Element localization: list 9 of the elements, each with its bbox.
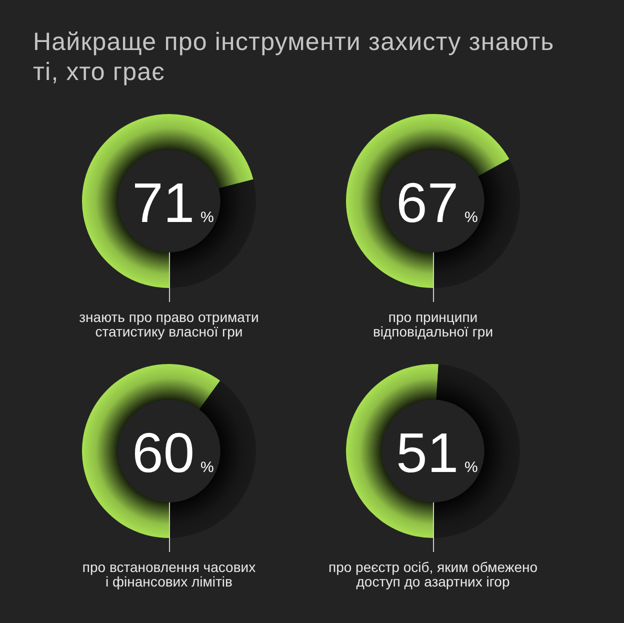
text: 51% bbox=[396, 421, 478, 484]
slice-label: про реєстр осіб, яким обмежено доступ до азартних ігор bbox=[328, 558, 538, 590]
slice-label: про встановлення часових і фінансових лімітів bbox=[82, 558, 256, 590]
text: 60% bbox=[132, 421, 214, 484]
text: 67% bbox=[396, 171, 478, 234]
slice-label: знають про право отримати статистику власної гри bbox=[79, 308, 259, 340]
chart-title: Найкраще про інструменти захисту знають ті, хто грає bbox=[33, 27, 556, 87]
text: 71% bbox=[132, 171, 214, 234]
slice-label: про принципи відповідальної гри bbox=[372, 308, 494, 340]
